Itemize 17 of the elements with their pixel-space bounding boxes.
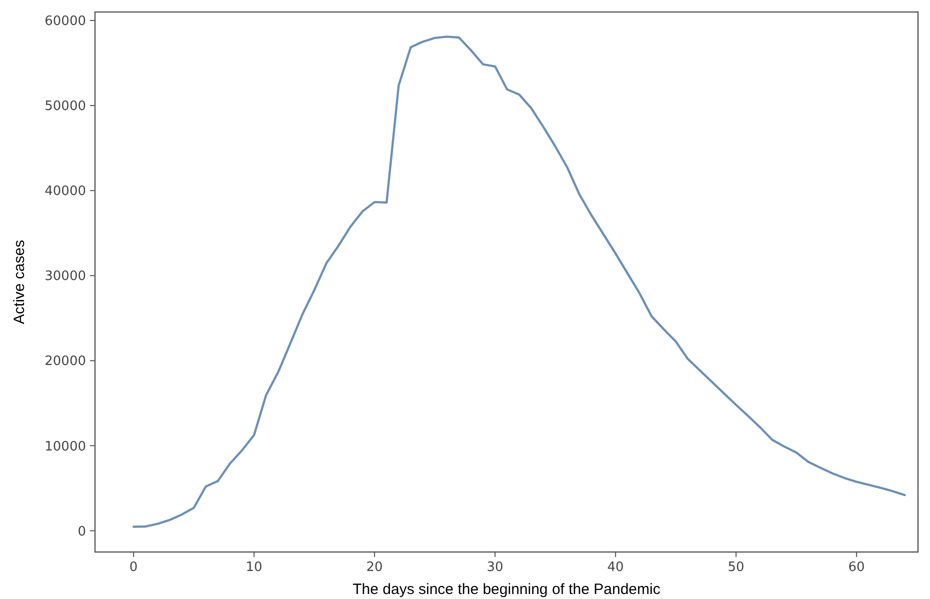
y-tick-label: 20000 [44,354,86,370]
x-tick-label: 50 [728,560,744,575]
x-tick-label: 10 [246,560,262,575]
x-axis-title: The days since the beginning of the Pandemic [352,581,661,598]
y-tick-label: 30000 [44,269,86,284]
x-tick-label: 20 [366,560,383,575]
y-tick-label: 50000 [44,99,86,114]
x-tick-label: 30 [486,560,504,575]
x-tick-label: 0 [129,560,138,575]
y-axis-title: Active cases [11,240,28,324]
x-tick-label: 60 [848,560,865,575]
x-tick-label: 40 [607,560,624,575]
y-tick-label: 40000 [44,184,86,200]
y-tick-label: 0 [78,524,86,540]
line-series [132,36,906,528]
y-tick-label: 10000 [44,439,86,454]
y-tick-label: 60000 [44,14,86,30]
